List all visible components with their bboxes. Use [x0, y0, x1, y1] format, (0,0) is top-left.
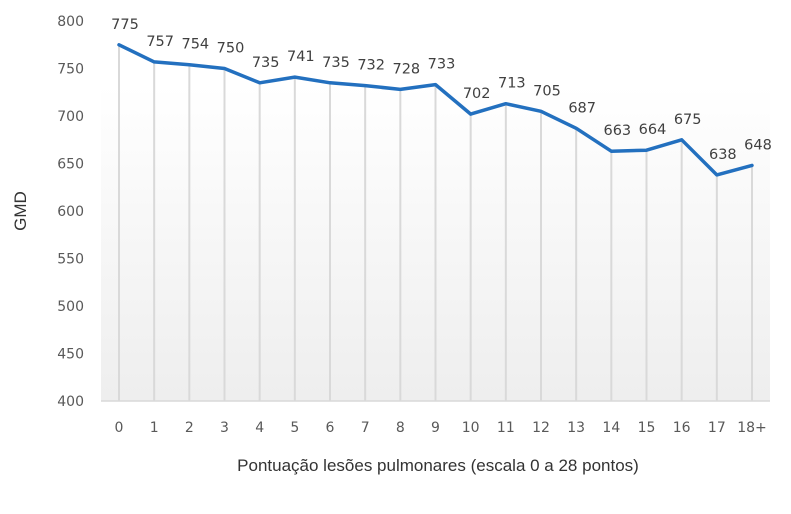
x-tick-label: 13: [567, 420, 585, 436]
y-tick-label: 450: [57, 347, 84, 363]
data-label: 728: [392, 61, 420, 77]
x-tick-label: 1: [150, 420, 159, 436]
data-label: 757: [146, 34, 174, 50]
y-tick-label: 500: [57, 299, 84, 315]
data-label: 735: [252, 55, 280, 71]
data-label: 735: [322, 55, 350, 71]
drop-lines: [118, 44, 753, 401]
x-tick-label: 12: [532, 420, 550, 436]
data-label: 638: [709, 147, 737, 163]
x-tick-label: 8: [396, 420, 405, 436]
data-label: 713: [498, 76, 526, 92]
y-tick-label: 800: [57, 14, 84, 30]
data-label: 732: [357, 58, 385, 74]
x-tick-label: 7: [361, 420, 370, 436]
x-tick-label: 4: [255, 420, 264, 436]
series-line-gmd: [117, 43, 754, 177]
y-tick-label: 650: [57, 157, 84, 173]
x-tick-label: 18+: [737, 420, 767, 436]
y-axis-ticks: 400 450 500 550 600 650 700 750 800: [57, 14, 84, 410]
y-tick-label: 700: [57, 109, 84, 125]
data-label: 705: [533, 83, 561, 99]
y-tick-label: 400: [57, 394, 84, 410]
data-label: 664: [639, 122, 667, 138]
data-label: 675: [674, 112, 702, 128]
x-tick-label: 6: [326, 420, 335, 436]
x-tick-label: 10: [462, 420, 480, 436]
data-label: 733: [428, 57, 456, 73]
x-tick-label: 14: [602, 420, 620, 436]
x-axis-ticks: 0 1 2 3 4 5 6 7 8 9 10 11 12 13 14 15 16 17 18+: [115, 420, 767, 436]
data-labels: 775 757 754 750 735 741 735 732 728 733 702 713 705 6…: [111, 17, 772, 163]
x-tick-label: 3: [220, 420, 229, 436]
x-tick-label: 11: [497, 420, 515, 436]
data-label: 775: [111, 17, 139, 33]
x-tick-label: 17: [708, 420, 726, 436]
x-tick-label: 0: [115, 420, 124, 436]
x-tick-label: 9: [431, 420, 440, 436]
data-label: 702: [463, 86, 491, 102]
x-tick-label: 2: [185, 420, 194, 436]
data-label: 750: [217, 41, 245, 57]
data-label: 648: [744, 137, 772, 153]
x-axis-title: Pontuação lesões pulmonares (escala 0 a …: [237, 456, 639, 475]
data-label: 663: [603, 123, 631, 139]
data-label: 754: [181, 37, 209, 53]
data-label: 741: [287, 49, 315, 65]
y-tick-label: 750: [57, 62, 84, 78]
x-tick-label: 15: [638, 420, 656, 436]
data-label: 687: [568, 100, 596, 116]
x-tick-label: 5: [290, 420, 299, 436]
y-axis-title: GMD: [11, 191, 30, 231]
y-tick-label: 550: [57, 252, 84, 268]
x-tick-label: 16: [673, 420, 691, 436]
y-tick-label: 600: [57, 204, 84, 220]
